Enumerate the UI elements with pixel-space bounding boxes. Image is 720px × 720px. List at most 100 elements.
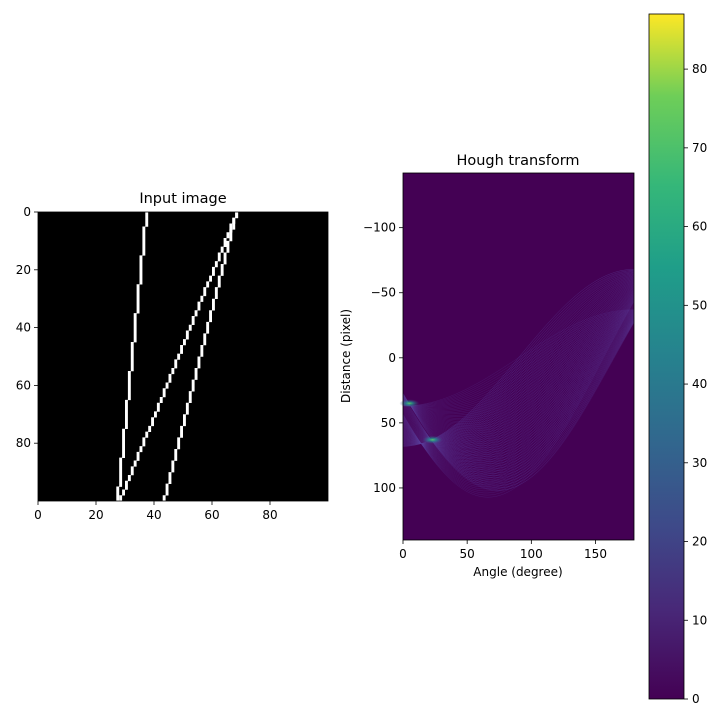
input-y-tick-label: 60 [16, 378, 31, 392]
hough-curve [402, 311, 635, 410]
hough-curve [402, 301, 635, 498]
hough-curve [402, 316, 635, 438]
input-image-frame [37, 211, 329, 502]
hough-curve [402, 311, 635, 408]
hough-curve [402, 322, 635, 488]
hough-curve [402, 316, 635, 440]
hough-curve [402, 309, 635, 406]
input-y-tick-label: 0 [23, 205, 31, 219]
hough-curve [402, 312, 635, 475]
hough-curve [402, 313, 635, 477]
colorbar-tick-label: 10 [692, 613, 707, 627]
hough-y-axis-label: Distance (pixel) [339, 309, 353, 403]
hough-curve [402, 310, 635, 407]
hough-curve [402, 300, 635, 455]
hough-curve [402, 321, 635, 486]
colorbar-tick-label: 40 [692, 377, 707, 391]
hough-curve [402, 272, 635, 444]
input-x-tick-label: 0 [34, 508, 42, 522]
hough-curve [402, 289, 635, 443]
input-image-background [38, 212, 328, 501]
hough-curve [402, 318, 635, 453]
hough-curve [402, 269, 635, 446]
hough-curve [402, 300, 635, 494]
hough-curve [402, 293, 635, 446]
hough-curve [402, 320, 635, 472]
hough-curve [402, 275, 635, 442]
hough-curve [402, 297, 635, 451]
colorbar-tick-label: 50 [692, 298, 707, 312]
hough-curve [402, 321, 635, 484]
hough-curve [402, 320, 635, 469]
hough-y-axis: −100 −50 0 50 100 [363, 221, 403, 495]
hough-curve [402, 314, 635, 424]
hough-curve [402, 286, 635, 458]
hough-curve [402, 310, 635, 407]
hough-curve [402, 277, 635, 445]
hough-curve [402, 274, 635, 443]
hough-curve [402, 292, 635, 472]
hough-curve [402, 317, 635, 449]
hough-curve [402, 313, 635, 416]
hough-curve [402, 280, 635, 448]
hough-curve [402, 293, 635, 474]
hough-curve [402, 276, 635, 442]
hough-curve [402, 317, 635, 446]
hough-curve [402, 292, 635, 445]
input-x-tick-label: 80 [262, 508, 277, 522]
hough-curve [402, 314, 635, 422]
colorbar: 0 10 20 30 40 50 60 70 80 [648, 13, 707, 706]
hough-curve [402, 313, 635, 418]
input-x-tick-label: 60 [204, 508, 219, 522]
hough-curve [402, 311, 635, 473]
hough-curve [402, 312, 635, 411]
input-line-2 [119, 212, 239, 502]
input-y-tick-label: 40 [16, 321, 31, 335]
hough-curve [402, 270, 635, 446]
input-image-title: Input image [139, 191, 226, 207]
hough-curve [402, 321, 635, 481]
hough-curve [402, 289, 635, 464]
hough-curve [402, 312, 635, 415]
hough-curve [402, 314, 635, 428]
hough-curve [402, 316, 635, 436]
hough-curve [402, 296, 635, 484]
hough-curve [402, 309, 635, 469]
hough-curve [402, 320, 635, 474]
hough-x-axis: 0 50 100 150 [399, 540, 607, 561]
hough-curve [402, 316, 635, 483]
hough-curve [402, 295, 635, 449]
hough-curve [402, 298, 635, 488]
hough-curve [402, 317, 635, 485]
hough-curve [402, 314, 635, 479]
hough-curve [402, 278, 635, 441]
hough-curve [402, 310, 635, 407]
hough-curve [402, 320, 635, 476]
hough-curve [402, 280, 635, 448]
input-image-x-axis: 0 20 40 60 80 [34, 501, 278, 522]
hough-curve [402, 291, 635, 445]
hough-curve [402, 278, 635, 446]
hough-sinusoid-curves [402, 269, 635, 498]
hough-curve [402, 310, 635, 471]
hough-curve-group-3 [402, 269, 635, 498]
hough-curve [402, 290, 635, 466]
input-image-panel: Input image 0 20 40 60 80 0 20 40 60 80 [16, 191, 329, 522]
hough-title: Hough transform [456, 153, 579, 169]
hough-curve [402, 295, 635, 480]
hough-curve [402, 278, 635, 446]
input-x-tick-label: 40 [146, 508, 161, 522]
hough-curve-group-1 [402, 309, 635, 491]
hough-curve [402, 309, 635, 407]
hough-panel: Hough transform 0 50 100 150 −100−50050100 … [339, 153, 635, 579]
hough-curve [402, 294, 635, 478]
hough-curve [402, 277, 635, 441]
hough-curve [402, 317, 635, 444]
hough-curve [402, 318, 635, 455]
hough-curve [402, 316, 635, 442]
hough-curve [402, 284, 635, 454]
hough-curve [402, 313, 635, 421]
hough-curve [402, 315, 635, 434]
hough-curve [402, 276, 635, 445]
